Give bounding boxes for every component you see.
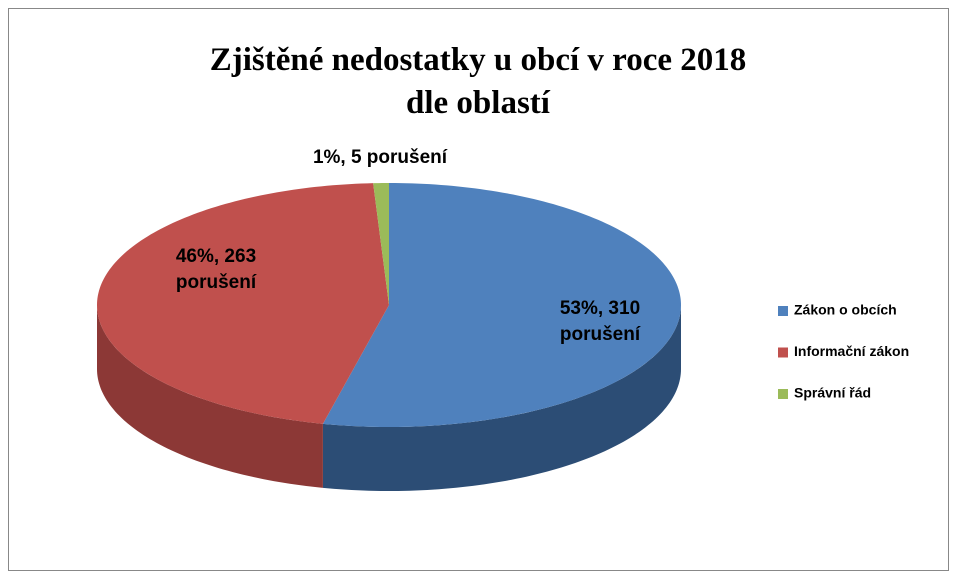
legend: Zákon o obcích Informační zákon Správní řá… xyxy=(778,302,909,401)
legend-label: Správní řád xyxy=(794,385,871,401)
data-label: 46%, 263 porušení xyxy=(175,246,257,293)
legend-swatch xyxy=(778,306,788,316)
slice-side xyxy=(322,305,681,491)
data-label: 1%, 5 porušení xyxy=(312,147,448,168)
legend-swatch xyxy=(778,347,788,358)
slice xyxy=(373,183,389,305)
pie xyxy=(97,183,681,491)
chart-title: Zjištěné nedostatky u obcí v roce 2018 xyxy=(210,42,747,78)
legend-swatch xyxy=(778,389,788,399)
slice xyxy=(97,183,390,424)
chart-title: dle oblastí xyxy=(406,85,551,121)
slice xyxy=(322,183,681,427)
legend-label: Informační zákon xyxy=(794,343,909,359)
legend-label: Zákon o obcích xyxy=(794,302,897,318)
data-label: 53%, 310 porušení xyxy=(559,298,641,345)
slice-side xyxy=(97,305,323,488)
